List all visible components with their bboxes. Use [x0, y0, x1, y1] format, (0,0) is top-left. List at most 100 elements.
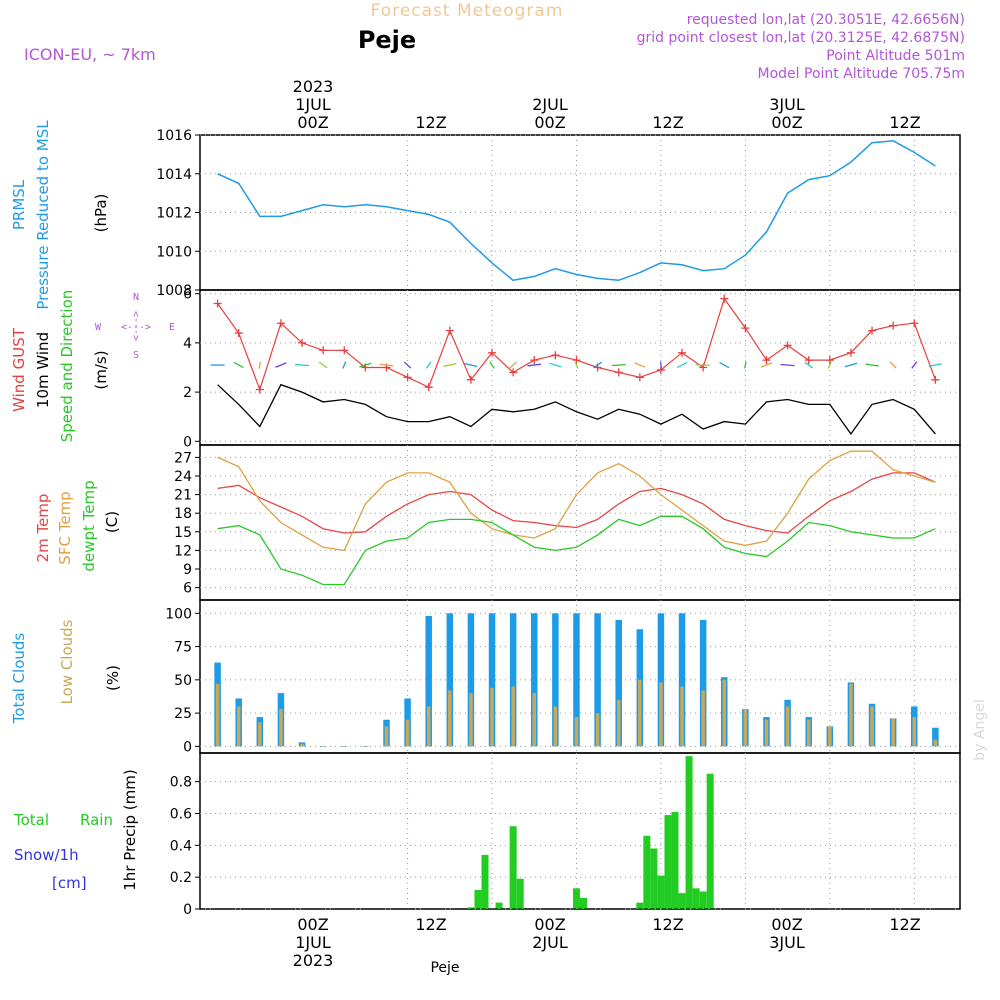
wind-direction-arrow: [676, 361, 688, 369]
top-hour-label: 12Z: [415, 113, 446, 132]
wind-label: 10m Wind: [34, 332, 52, 408]
snow-unit: [cm]: [52, 874, 87, 892]
wind-direction-arrow: [233, 361, 244, 369]
dewpt-line: [217, 515, 936, 586]
snow-label: Snow/1h: [14, 846, 79, 864]
total-clouds-bar: [531, 613, 538, 747]
bottom-day-label: 2JUL: [532, 933, 568, 952]
total-clouds-label: Total Clouds: [10, 633, 28, 725]
total-clouds-bar: [488, 613, 496, 747]
t2m-label: 2m Temp: [34, 494, 52, 563]
panel-frame: [199, 599, 961, 754]
wind-direction-arrow: [760, 362, 773, 368]
pressure-label: PRMSL: [10, 179, 28, 230]
total-clouds-bar: [509, 613, 517, 747]
rain-bar: [706, 773, 714, 909]
gust-marker: [445, 326, 454, 335]
rain-bar: [657, 875, 665, 909]
compass-rose: N <---> S W <---> E: [95, 292, 175, 361]
rain-total-label: Total: [13, 811, 49, 829]
wind-direction-arrow: [443, 363, 457, 368]
y-tick-label: 15: [174, 525, 192, 541]
low-clouds-bar: [638, 679, 642, 747]
gust-marker: [804, 356, 813, 365]
top-day-label: 1JUL: [295, 95, 331, 114]
total-clouds-bar: [573, 613, 580, 747]
low-clouds-bar: [595, 713, 600, 747]
wind-speed-line: [217, 383, 936, 436]
y-tick-label: 100: [165, 606, 192, 622]
wind-direction-arrow: [804, 361, 814, 369]
wind-direction-arrow: [509, 361, 517, 369]
y-tick-label: 0.4: [170, 838, 192, 854]
low-clouds-bar: [511, 686, 515, 747]
low-clouds-bar: [680, 686, 684, 747]
wind-direction-arrow: [258, 361, 261, 369]
gust-marker: [825, 356, 834, 365]
low-clouds-bar: [701, 690, 705, 747]
wind-direction-arrow: [659, 361, 662, 369]
total-clouds-bar: [699, 619, 707, 747]
panel-frame: [199, 752, 961, 910]
t2m-line: [217, 472, 936, 534]
wind-direction-arrow: [342, 361, 347, 369]
low-clouds-bar: [469, 693, 473, 747]
wind-direction-arrow: [403, 361, 412, 369]
panel-frame: [199, 289, 961, 446]
low-clouds-bar: [722, 679, 727, 747]
gust-marker: [403, 373, 412, 382]
low-clouds-bar: [363, 746, 368, 747]
gust-marker: [319, 346, 328, 355]
rain-bar: [671, 811, 679, 909]
rain-bar: [636, 902, 644, 909]
wind-direction-arrow: [865, 363, 879, 367]
gust-marker: [530, 356, 539, 365]
rain-bar: [685, 756, 693, 909]
rain-bar: [516, 878, 524, 909]
low-clouds-bar: [891, 718, 895, 747]
top-hour-label: 00Z: [297, 113, 328, 132]
rain-bar: [650, 848, 658, 909]
wind-direction-arrow: [844, 362, 858, 368]
total-clouds-bar: [678, 613, 686, 747]
model-altitude: Model Point Altitude 705.75m: [758, 66, 965, 82]
wind-unit: (m/s): [92, 350, 110, 389]
rain-bar: [643, 835, 651, 909]
y-tick-label: 2: [183, 385, 192, 401]
tsfc-label: SFC Temp: [56, 491, 74, 564]
tsfc-line: [217, 450, 936, 552]
y-tick-label: 18: [174, 506, 192, 522]
footer-location: Peje: [430, 960, 459, 976]
y-tick-label: 6: [183, 287, 192, 303]
gust-marker: [213, 299, 222, 308]
wind-direction-arrow: [574, 361, 579, 369]
low-clouds-bar: [806, 719, 811, 747]
rain-bar: [572, 888, 580, 909]
wind-direction-arrow: [780, 363, 795, 367]
gust-marker: [234, 329, 243, 338]
gust-marker: [276, 319, 285, 328]
plot-area: 1008101010121014101602466912151821242702…: [156, 128, 961, 918]
y-tick-label: 75: [174, 640, 192, 656]
low-clouds-bar: [384, 726, 389, 747]
gust-marker: [889, 321, 898, 330]
wind-direction-arrow: [275, 362, 287, 368]
gust-marker: [424, 383, 433, 392]
y-tick-label: 0: [183, 434, 192, 450]
wind-direction-arrow: [593, 361, 603, 369]
temp-unit: (C): [103, 511, 121, 533]
top-hour-label: 12Z: [889, 113, 920, 132]
pressure-unit: (hPa): [92, 194, 110, 233]
bottom-day-label: 3JUL: [769, 933, 805, 952]
rain-bar: [692, 888, 700, 909]
wind-direction-arrow: [928, 363, 942, 367]
model-label: ICON-EU, ~ 7km: [24, 45, 156, 64]
rain-bar: [495, 902, 503, 909]
y-tick-label: 1010: [156, 244, 192, 260]
total-clouds-bar: [446, 613, 454, 747]
y-tick-label: 27: [174, 450, 192, 466]
wind-direction-label: Speed and Direction: [58, 290, 76, 443]
low-clouds-bar: [743, 709, 748, 747]
gust-marker: [298, 338, 307, 347]
compass-north: N: [133, 292, 139, 303]
